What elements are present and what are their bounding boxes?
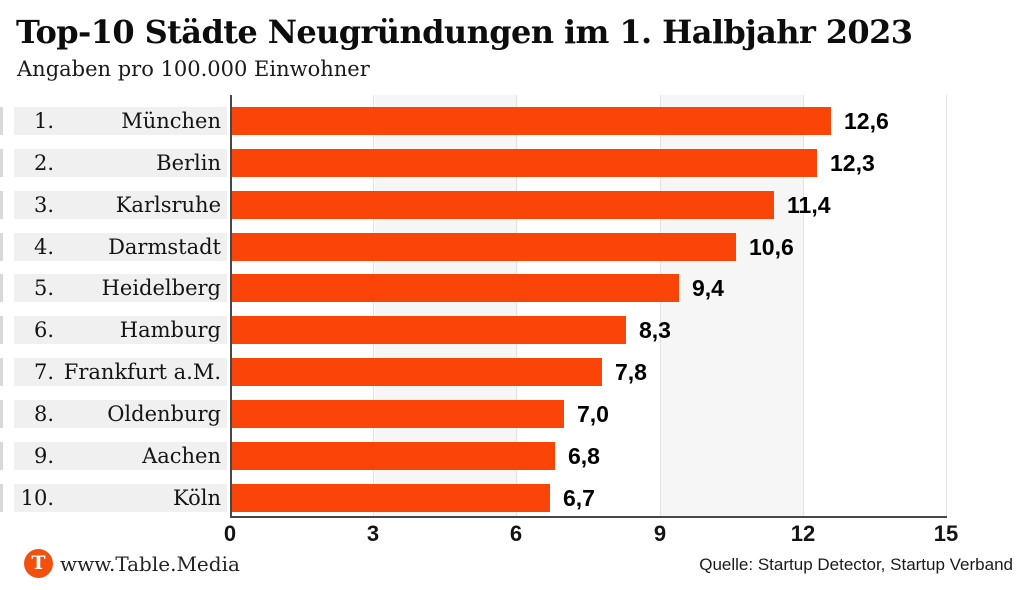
- gridline-15: [946, 95, 947, 516]
- bar: [232, 107, 831, 135]
- row-city-label: Hamburg: [119, 318, 221, 342]
- row-label-box: 4. Darmstadt: [14, 233, 227, 261]
- row-label-box: 8. Oldenburg: [14, 400, 227, 428]
- bar: [232, 484, 550, 512]
- bar-value-label: 6,8: [568, 443, 600, 469]
- row-rank: 5.: [33, 276, 54, 300]
- row-rank: 3.: [33, 193, 54, 217]
- row-rank: 9.: [33, 444, 54, 468]
- row-label-box: 1. München: [14, 107, 227, 135]
- row-label-box: 2. Berlin: [14, 149, 227, 177]
- row-rank: 6.: [33, 318, 54, 342]
- row-rank: 2.: [33, 151, 54, 175]
- footer-brand-text: www.Table.Media: [60, 552, 240, 576]
- x-axis-tick-label: 6: [509, 521, 523, 546]
- gridline-6: [516, 95, 517, 516]
- x-axis-line: [230, 516, 947, 518]
- row-edge-mark: [0, 149, 3, 177]
- row-label-box: 10. Köln: [14, 484, 227, 512]
- row-edge-mark: [0, 233, 3, 261]
- row-edge-mark: [0, 107, 3, 135]
- row-label-box: 3. Karlsruhe: [14, 191, 227, 219]
- row-rank: 10.: [20, 486, 54, 510]
- x-axis-tick-label: 3: [366, 521, 380, 546]
- row-label-box: 7. Frankfurt a.M.: [14, 358, 227, 386]
- bar: [232, 358, 602, 386]
- bar: [232, 149, 817, 177]
- bar: [232, 400, 564, 428]
- row-city-label: Aachen: [142, 444, 221, 468]
- row-edge-mark: [0, 358, 3, 386]
- bar: [232, 316, 626, 344]
- bar-value-label: 9,4: [692, 275, 724, 301]
- bar-value-label: 7,8: [615, 359, 647, 385]
- row-city-label: Frankfurt a.M.: [63, 360, 221, 384]
- bar-value-label: 12,3: [830, 150, 875, 176]
- row-label-box: 5. Heidelberg: [14, 274, 227, 302]
- footer-source-text: Quelle: Startup Detector, Startup Verban…: [699, 555, 1013, 574]
- chart-subtitle: Angaben pro 100.000 Einwohner: [17, 57, 370, 81]
- bar: [232, 233, 736, 261]
- bar-value-label: 11,4: [787, 192, 831, 218]
- chart-title: Top-10 Städte Neugründungen im 1. Halbja…: [16, 13, 913, 51]
- row-label-box: 9. Aachen: [14, 442, 227, 470]
- row-city-label: Berlin: [156, 151, 221, 175]
- bar-value-label: 10,6: [749, 234, 794, 260]
- row-edge-mark: [0, 484, 3, 512]
- bar-value-label: 7,0: [577, 401, 609, 427]
- x-axis-tick-label: 0: [223, 521, 237, 546]
- row-rank: 7.: [33, 360, 54, 384]
- x-axis-tick-label: 12: [790, 521, 816, 546]
- bar-value-label: 12,6: [844, 108, 889, 134]
- row-city-label: Darmstadt: [108, 235, 221, 259]
- row-edge-mark: [0, 442, 3, 470]
- row-city-label: Heidelberg: [101, 276, 221, 300]
- bar-value-label: 6,7: [563, 485, 595, 511]
- x-axis-tick-label: 15: [933, 521, 959, 546]
- row-edge-mark: [0, 191, 3, 219]
- table-media-logo-icon: T: [24, 549, 53, 578]
- row-rank: 1.: [33, 109, 54, 133]
- row-label-box: 6. Hamburg: [14, 316, 227, 344]
- bar: [232, 442, 555, 470]
- gridline-3: [373, 95, 374, 516]
- row-city-label: Karlsruhe: [115, 193, 221, 217]
- gridline-12: [803, 95, 804, 516]
- x-axis-tick-label: 9: [653, 521, 667, 546]
- row-edge-mark: [0, 316, 3, 344]
- row-edge-mark: [0, 400, 3, 428]
- row-rank: 8.: [33, 402, 54, 426]
- row-city-label: Oldenburg: [107, 402, 221, 426]
- row-rank: 4.: [33, 235, 54, 259]
- bar: [232, 274, 679, 302]
- row-city-label: Köln: [172, 486, 221, 510]
- row-city-label: München: [121, 109, 221, 133]
- row-edge-mark: [0, 274, 3, 302]
- bar-value-label: 8,3: [639, 317, 671, 343]
- gridline-9: [660, 95, 661, 516]
- bar: [232, 191, 774, 219]
